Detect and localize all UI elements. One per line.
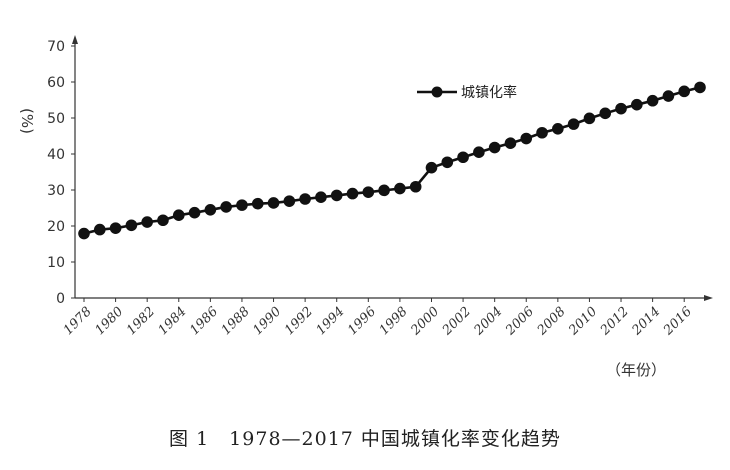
data-point: [520, 132, 533, 145]
y-tick-label: 20: [47, 219, 65, 235]
data-point: [251, 197, 264, 210]
data-point: [362, 186, 375, 198]
x-tick-label: 2002: [439, 304, 474, 339]
y-axis-arrow: [72, 35, 78, 44]
data-point: [488, 141, 501, 154]
y-axis-title: (%): [18, 108, 36, 134]
data-point: [109, 222, 122, 234]
x-axis-arrow: [704, 295, 713, 301]
data-point: [646, 94, 659, 107]
data-point: [267, 197, 280, 209]
y-tick-label: 40: [47, 147, 65, 163]
legend-label: 城镇化率: [461, 84, 517, 101]
x-tick-label: 2008: [534, 304, 569, 339]
data-point: [378, 184, 390, 197]
data-point: [441, 156, 454, 169]
data-point: [552, 123, 564, 135]
axes: [72, 35, 713, 301]
y-tick-label: 0: [56, 291, 65, 307]
y-ticks: 0 10 20 30 40 50 60 70: [47, 39, 75, 307]
data-point: [473, 146, 485, 158]
x-tick-label: 2000: [408, 304, 443, 339]
data-point: [631, 98, 643, 111]
data-point: [536, 126, 548, 139]
x-tick-label: 2004: [471, 304, 506, 339]
x-tick-label: 1982: [124, 304, 158, 338]
series-group: [78, 81, 706, 240]
data-point: [615, 102, 627, 115]
x-tick-label: 2006: [502, 304, 537, 339]
data-point: [236, 199, 248, 211]
data-point: [694, 81, 706, 94]
x-tick-label: 1978: [61, 304, 95, 338]
data-point: [141, 216, 153, 228]
data-point: [299, 193, 311, 205]
legend: 城镇化率: [417, 84, 517, 101]
data-point: [583, 112, 596, 125]
data-point: [220, 201, 232, 213]
y-tick-label: 60: [47, 75, 65, 91]
data-point: [394, 182, 406, 195]
data-point: [504, 137, 517, 149]
x-tick-label: 1990: [250, 304, 284, 338]
data-point: [283, 195, 296, 207]
x-tick-label: 1996: [345, 304, 379, 338]
x-tick-label: 1988: [219, 304, 253, 338]
data-point: [662, 90, 675, 102]
legend-marker: [431, 86, 443, 98]
data-point: [125, 219, 138, 232]
x-tick-label: 1984: [156, 304, 190, 338]
x-axis-title: （年份）: [606, 361, 666, 379]
data-point: [204, 204, 217, 216]
x-tick-label: 1994: [314, 304, 348, 338]
y-tick-label: 70: [47, 39, 65, 55]
data-point: [425, 161, 438, 174]
x-tick-label: 1998: [377, 304, 411, 338]
y-tick-label: 30: [47, 183, 65, 199]
figure-caption: 图 1 1978—2017 中国城镇化率变化趋势: [169, 428, 561, 450]
y-tick-label: 10: [47, 255, 65, 271]
x-tick-label: 2014: [629, 304, 664, 339]
data-point: [457, 151, 469, 164]
x-tick-label: 2016: [660, 304, 695, 339]
x-tick-label: 1992: [282, 304, 316, 338]
data-point: [78, 227, 90, 240]
data-point: [315, 191, 327, 203]
x-tick-label: 2012: [597, 304, 632, 339]
series-line: [83, 86, 701, 235]
x-tick-label: 2010: [566, 304, 601, 339]
x-tick-label: 1980: [92, 304, 126, 338]
data-point: [330, 189, 343, 202]
data-point: [567, 118, 580, 130]
x-ticks: 1978198019821984198619881990199219941996…: [61, 298, 695, 339]
x-tick-label: 1986: [187, 304, 221, 338]
data-point: [346, 187, 359, 200]
data-point: [188, 206, 201, 219]
data-point: [172, 209, 185, 221]
data-point: [157, 214, 169, 227]
data-point: [93, 223, 106, 236]
line-chart: 0 10 20 30 40 50 60 70 197819801982198419861988…: [18, 35, 713, 379]
data-point: [678, 85, 691, 98]
data-point: [409, 180, 422, 193]
y-tick-label: 50: [47, 111, 65, 127]
data-point: [599, 107, 612, 120]
